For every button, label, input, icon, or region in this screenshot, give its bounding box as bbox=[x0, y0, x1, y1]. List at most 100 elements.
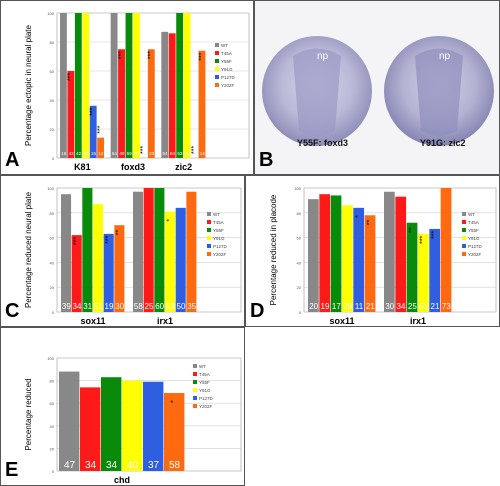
bar-p127d-k81 bbox=[89, 105, 97, 158]
bar-y91g-irx1 bbox=[418, 233, 429, 312]
n-count: 34 bbox=[106, 460, 118, 471]
category-label: foxd3 bbox=[121, 162, 145, 172]
bar-y55f-zic2 bbox=[176, 13, 184, 158]
significance-mark: *** bbox=[191, 146, 198, 154]
n-count: 54 bbox=[163, 151, 169, 156]
legend-label-wt: WT bbox=[213, 212, 220, 217]
n-count: 21 bbox=[431, 302, 440, 311]
embryo-photos bbox=[262, 36, 494, 146]
n-count: 21 bbox=[192, 151, 198, 156]
significance-mark: ** bbox=[116, 229, 123, 235]
y-tick-label: 20 bbox=[297, 285, 302, 290]
bar-wt-sox11 bbox=[308, 199, 319, 312]
panel-letter-d: D bbox=[250, 300, 265, 322]
n-count: 47 bbox=[64, 460, 76, 471]
n-count: 19 bbox=[321, 302, 330, 311]
legend-label-p127d: P127D bbox=[468, 244, 483, 249]
bar-wt-chd bbox=[59, 371, 80, 471]
category-label: irx1 bbox=[157, 316, 173, 326]
bar-y91g-sox11 bbox=[93, 204, 104, 312]
n-count: 64 bbox=[170, 151, 176, 156]
legend-swatch-p127d bbox=[193, 396, 197, 400]
chart-d: 0 20 40 60 80 100 Percentage reduced in placod… bbox=[269, 186, 497, 326]
neural-plate-left bbox=[293, 48, 341, 136]
n-count: 50 bbox=[177, 302, 186, 311]
panel-letter-a: A bbox=[5, 149, 20, 171]
n-count: 54 bbox=[134, 151, 140, 156]
y-tick-label: 80 bbox=[297, 211, 302, 216]
legend-swatch-t45a bbox=[207, 220, 211, 224]
n-count: 30 bbox=[115, 302, 124, 311]
n-count: 42 bbox=[69, 151, 75, 156]
legend-label-y55f: Y55F bbox=[221, 59, 232, 64]
panel-letter-c: C bbox=[5, 300, 20, 322]
n-count: 60 bbox=[155, 302, 164, 311]
significance-mark: *** bbox=[67, 73, 74, 81]
significance-mark: *** bbox=[431, 230, 438, 238]
category-label: chd bbox=[114, 475, 130, 485]
bar-p127d-irx1 bbox=[175, 207, 186, 312]
n-count: 19 bbox=[105, 302, 114, 311]
significance-mark: ** bbox=[408, 227, 415, 233]
bar-y55f-k81 bbox=[74, 13, 82, 158]
y-tick-label: 100 bbox=[47, 356, 54, 361]
n-count: 25 bbox=[145, 302, 154, 311]
n-count: 31 bbox=[83, 302, 92, 311]
y-tick-label: 100 bbox=[47, 11, 54, 16]
neural-plate-right bbox=[415, 48, 463, 136]
legend-swatch-y202f bbox=[193, 404, 197, 408]
bar-t45a-zic2 bbox=[168, 33, 176, 158]
y-tick-label: 80 bbox=[50, 379, 55, 384]
y-tick-label: 0 bbox=[299, 310, 302, 315]
n-count: 53 bbox=[177, 151, 183, 156]
n-count: 17 bbox=[332, 302, 341, 311]
bar-y91g-sox11 bbox=[342, 205, 353, 312]
y-tick-label: 60 bbox=[50, 69, 55, 74]
y-tick-label: 100 bbox=[47, 186, 54, 191]
n-count: 23 bbox=[149, 151, 155, 156]
bar-p127d-sox11 bbox=[353, 207, 365, 312]
significance-mark: * bbox=[171, 400, 178, 403]
legend-swatch-y91g bbox=[215, 67, 219, 71]
y-tick-label: 40 bbox=[297, 260, 302, 265]
bar-y91g-irx1 bbox=[165, 211, 176, 312]
n-count: 35 bbox=[187, 302, 196, 311]
y-tick-label: 100 bbox=[294, 186, 301, 191]
bar-y202f-irx1 bbox=[186, 191, 197, 312]
y-tick-label: 40 bbox=[50, 260, 55, 265]
y-tick-label: 40 bbox=[50, 424, 55, 429]
n-count: 11 bbox=[355, 302, 364, 311]
legend-swatch-p127d bbox=[207, 244, 211, 248]
y-axis-label: Percentage reduced in placode bbox=[269, 194, 278, 305]
n-count: 24 bbox=[84, 151, 90, 156]
bar-y202f-sox11 bbox=[364, 215, 376, 312]
legend-swatch-y202f bbox=[207, 252, 211, 256]
bar-wt-k81 bbox=[60, 13, 67, 158]
bar-y55f-irx1 bbox=[154, 188, 165, 312]
legend-swatch-y91g bbox=[193, 388, 197, 392]
bar-y202f-chd bbox=[164, 393, 185, 471]
bar-y91g-chd bbox=[122, 380, 143, 471]
significance-mark: *** bbox=[73, 237, 80, 245]
category-label: sox11 bbox=[329, 316, 354, 326]
bar-y55f-irx1 bbox=[406, 222, 418, 312]
bar-y202f-zic2 bbox=[198, 50, 206, 159]
y-tick-label: 60 bbox=[50, 236, 55, 241]
n-count: 14 bbox=[200, 151, 206, 156]
n-count: 21 bbox=[366, 302, 375, 311]
n-count: 37 bbox=[148, 460, 160, 471]
legend-label-y202f: Y202F bbox=[468, 252, 482, 257]
bar-t45a-chd bbox=[80, 387, 101, 471]
legend-label-t45a: T45A bbox=[468, 220, 479, 225]
bar-y202f-sox11 bbox=[114, 225, 125, 312]
n-count: 34 bbox=[85, 460, 97, 471]
legend-swatch-y202f bbox=[215, 83, 219, 87]
bar-wt-foxd3 bbox=[110, 13, 118, 158]
legend-swatch-y202f bbox=[462, 252, 466, 256]
y-tick-label: 60 bbox=[50, 401, 55, 406]
bar-y91g-zic2 bbox=[183, 13, 191, 158]
significance-mark: * bbox=[355, 215, 362, 218]
legend-label-p127d: P127D bbox=[221, 75, 236, 80]
bar-y91g-foxd3 bbox=[133, 13, 140, 158]
n-count: 51 bbox=[94, 302, 103, 311]
